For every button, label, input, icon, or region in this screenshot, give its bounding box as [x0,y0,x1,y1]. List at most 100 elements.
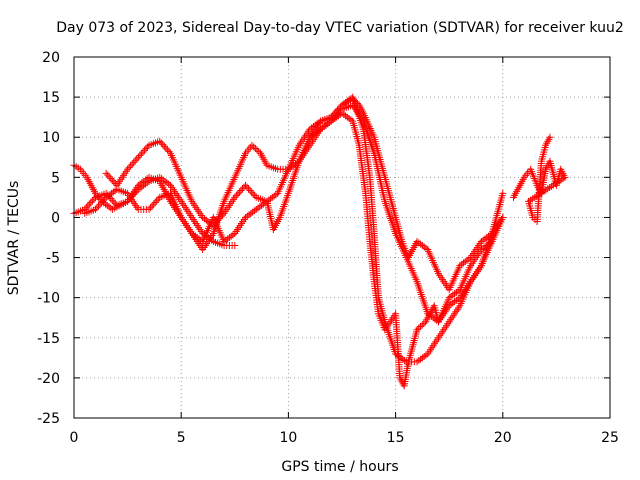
data-point [479,236,487,244]
data-point [250,143,258,151]
data-point [101,195,109,203]
data-point [165,148,173,156]
data-point [313,128,321,136]
data-point [209,221,217,229]
data-point [345,115,353,123]
y-tick-label: 0 [51,210,60,226]
data-point [338,101,346,109]
y-tick-label: -10 [37,291,60,307]
data-point [399,355,407,363]
data-point [154,195,162,203]
data-point [422,244,430,252]
data-point [481,243,489,251]
data-point [311,129,319,137]
grid-lines [74,57,610,418]
data-point [108,196,116,204]
data-point [259,200,267,208]
data-point [234,190,242,198]
data-point [109,188,117,196]
data-point [485,240,493,248]
data-point [134,181,142,189]
data-point [449,291,457,299]
data-point [329,116,337,124]
data-point [134,153,142,161]
data-point [87,199,95,207]
data-point [111,187,119,195]
data-point [222,236,230,244]
plot-frame [73,56,611,419]
data-point [458,260,466,268]
chart-title: Day 073 of 2023, Sidereal Day-to-day VTE… [56,20,624,36]
data-point [188,229,196,237]
data-point [140,177,148,185]
data-point [265,196,273,204]
data-point [245,185,253,193]
data-point [415,357,423,365]
data-point [130,158,138,166]
x-tick-label: 0 [70,430,79,446]
data-point [238,185,246,193]
data-point [243,212,251,220]
data-point [445,294,453,302]
data-point [251,144,259,152]
data-point [88,197,96,205]
data-point [343,97,351,105]
data-point [162,144,170,152]
data-point [91,205,99,213]
series-track-2 [70,101,507,326]
x-tick-label: 5 [177,430,186,446]
data-point [220,238,228,246]
data-point [477,246,485,254]
data-point [249,208,257,216]
data-point [235,188,243,196]
data-point [102,169,110,177]
data-point [459,259,467,267]
data-point [342,112,350,120]
data-point [105,203,113,211]
y-tick-label: 15 [42,90,60,106]
data-point [322,121,330,129]
data-point [127,162,135,170]
data-point [456,262,464,270]
data-point [336,103,344,111]
data-point [136,180,144,188]
data-point [199,229,207,237]
data-point [202,216,210,224]
data-point [318,124,326,132]
data-point [488,238,496,246]
data-point [159,141,167,149]
data-point [237,187,245,195]
data-point [422,351,430,359]
data-point [325,119,333,127]
data-point [156,137,164,145]
data-point [128,160,136,168]
data-point [200,215,208,223]
data-point [249,190,257,198]
data-point [108,189,116,197]
data-point [415,239,423,247]
data-point [486,239,494,247]
data-point [232,192,240,200]
data-point [106,191,114,199]
data-point [131,157,139,165]
data-point [268,193,276,201]
data-point [248,188,256,196]
data-point [151,199,159,207]
data-point [105,173,113,181]
data-point [82,204,90,212]
data-point [125,164,133,172]
data-point [338,109,346,117]
series-track-5 [306,109,496,390]
data-point [447,292,455,300]
x-tick-label: 15 [387,430,405,446]
data-point [84,202,92,210]
data-point [108,176,116,184]
x-tick-label: 20 [494,430,512,446]
data-point [102,193,110,201]
data-point [254,204,262,212]
data-point [270,192,278,200]
data-point [137,150,145,158]
data-point [255,148,263,156]
data-point [144,143,152,151]
data-point [242,181,250,189]
